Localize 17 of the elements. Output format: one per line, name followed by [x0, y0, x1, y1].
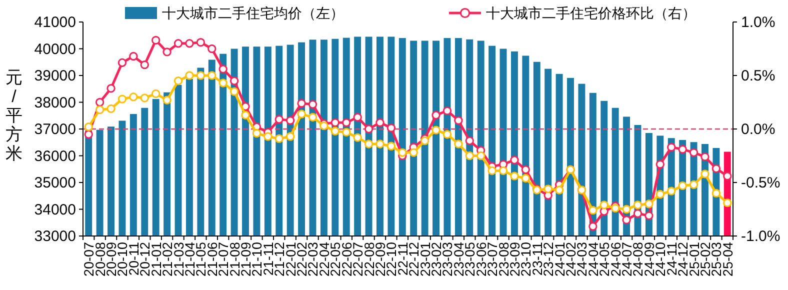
- y-tick-label: 35000: [34, 174, 76, 192]
- y-tick-label: 40000: [34, 40, 76, 58]
- y-tick-label: 38000: [34, 94, 76, 112]
- y2-tick-label: -0.5%: [741, 174, 780, 192]
- y-tick-label: 33000: [34, 228, 76, 245]
- y2-tick-label: -1.0%: [741, 228, 780, 245]
- y2-tick-label: 1.0%: [741, 14, 776, 31]
- y-tick-label: 41000: [34, 14, 76, 31]
- legend-label: 十大城市二手住宅均价（左）: [162, 5, 344, 21]
- y-tick-label: 36000: [34, 148, 76, 165]
- legend-label: 十大城市二手住宅价格环比（右）: [486, 5, 696, 21]
- y-tick-label: 37000: [34, 121, 76, 138]
- y-axis-title: 元/平方米: [6, 68, 22, 163]
- y-tick-label: 39000: [34, 68, 76, 84]
- y-tick-label: 34000: [34, 201, 76, 218]
- y2-tick-label: 0.5%: [741, 68, 776, 84]
- y2-tick-label: 0.0%: [741, 121, 776, 138]
